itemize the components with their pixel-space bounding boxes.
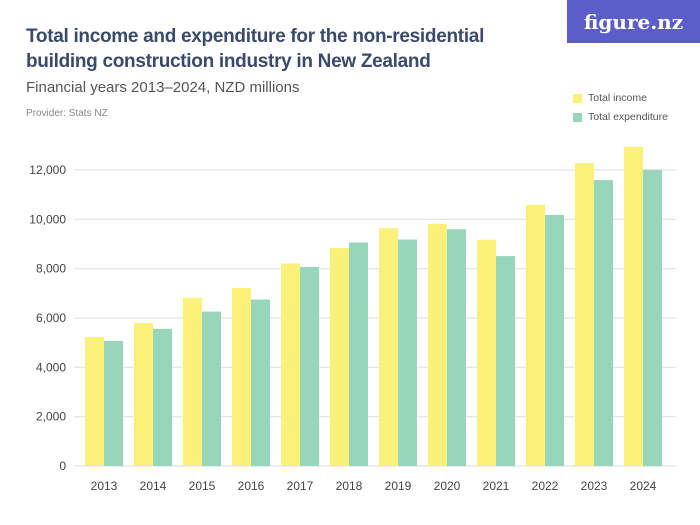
legend-swatch-income: [573, 93, 582, 103]
x-tick-label: 2015: [189, 479, 216, 493]
x-tick-label: 2020: [434, 479, 461, 493]
bar-income-2021: [477, 239, 496, 466]
legend-item-expenditure: Total expenditure: [573, 111, 668, 123]
bar-expenditure-2016: [251, 299, 270, 466]
bar-expenditure-2023: [594, 180, 613, 466]
x-tick-label: 2013: [91, 479, 118, 493]
y-tick-label: 4,000: [36, 360, 66, 374]
x-tick-label: 2017: [287, 479, 314, 493]
bar-expenditure-2018: [349, 242, 368, 466]
x-tick-label: 2021: [483, 479, 510, 493]
bar-expenditure-2014: [153, 328, 172, 466]
bar-income-2022: [526, 204, 545, 466]
x-tick-label: 2023: [581, 479, 608, 493]
legend-label: Total income: [588, 92, 647, 104]
bar-expenditure-2022: [545, 214, 564, 466]
bar-expenditure-2024: [643, 169, 662, 466]
x-tick-label: 2022: [532, 479, 559, 493]
legend-item-income: Total income: [573, 92, 647, 104]
x-tick-label: 2014: [140, 479, 167, 493]
x-tick-label: 2018: [336, 479, 363, 493]
bar-expenditure-2013: [104, 340, 123, 466]
x-tick-label: 2019: [385, 479, 412, 493]
y-tick-label: 0: [59, 459, 66, 473]
y-tick-label: 8,000: [36, 262, 66, 276]
legend-label: Total expenditure: [588, 111, 668, 123]
bar-expenditure-2020: [447, 229, 466, 466]
bar-income-2023: [575, 163, 594, 467]
bar-expenditure-2015: [202, 311, 221, 466]
chart-subtitle: Financial years 2013–2024, NZD millions: [26, 79, 300, 96]
legend-swatch-expenditure: [573, 112, 582, 122]
bar-income-2016: [232, 287, 251, 466]
y-tick-label: 6,000: [36, 311, 66, 325]
bar-income-2024: [624, 146, 643, 466]
y-tick-label: 12,000: [29, 163, 66, 177]
x-tick-label: 2024: [630, 479, 657, 493]
bar-expenditure-2021: [496, 256, 515, 466]
bar-income-2018: [330, 247, 349, 466]
bar-income-2019: [379, 228, 398, 466]
bar-income-2015: [183, 297, 202, 466]
bar-expenditure-2019: [398, 239, 417, 466]
bar-expenditure-2017: [300, 266, 319, 466]
y-tick-label: 10,000: [29, 212, 66, 226]
figure-nz-logo[interactable]: figure.nz: [567, 0, 700, 43]
provider-label: Provider: Stats NZ: [26, 108, 108, 119]
bar-income-2014: [134, 322, 153, 466]
bar-income-2020: [428, 223, 447, 466]
y-tick-label: 2,000: [36, 410, 66, 424]
x-tick-label: 2016: [238, 479, 265, 493]
chart-title: Total income and expenditure for the non…: [26, 26, 485, 72]
bar-income-2013: [85, 336, 104, 466]
bar-income-2017: [281, 263, 300, 466]
